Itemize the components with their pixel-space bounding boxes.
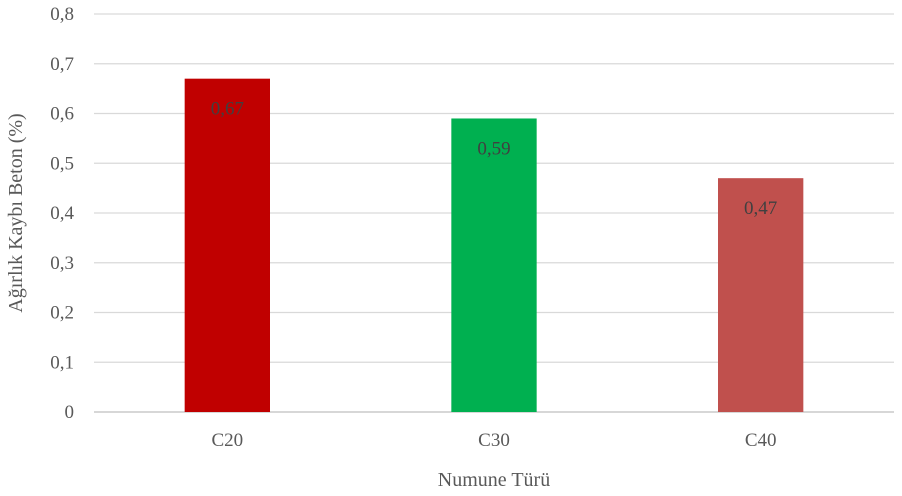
x-tick-label: C30	[478, 430, 510, 451]
y-tick-label: 0,7	[50, 54, 74, 75]
y-tick-label: 0,3	[50, 253, 74, 274]
data-label-c20: 0,67	[211, 99, 244, 120]
y-tick-label: 0,1	[50, 352, 74, 373]
y-tick-label: 0,4	[50, 203, 74, 224]
y-tick-label: 0,6	[50, 104, 74, 125]
y-tick-label: 0,2	[50, 303, 74, 324]
y-tick-label: 0,8	[50, 4, 74, 25]
x-axis-ticks: C20 C30 C40	[211, 430, 776, 451]
data-labels: 0,67 0,59 0,47	[211, 99, 778, 220]
bars	[184, 78, 804, 413]
x-tick-label: C40	[745, 430, 777, 451]
bar-c20	[184, 78, 270, 413]
y-tick-label: 0,5	[50, 153, 74, 174]
y-tick-label: 0	[65, 402, 75, 423]
x-axis-title: Numune Türü	[438, 469, 550, 491]
y-axis-ticks: 0 0,1 0,2 0,3 0,4 0,5 0,6 0,7 0,8	[50, 4, 74, 423]
data-label-c30: 0,59	[477, 138, 510, 159]
bar-c40	[718, 178, 804, 412]
bar-c30	[451, 118, 537, 412]
data-label-c40: 0,47	[744, 198, 777, 219]
y-axis-title: Ağırlık Kaybı Beton (%)	[5, 113, 27, 312]
x-tick-label: C20	[211, 430, 243, 451]
